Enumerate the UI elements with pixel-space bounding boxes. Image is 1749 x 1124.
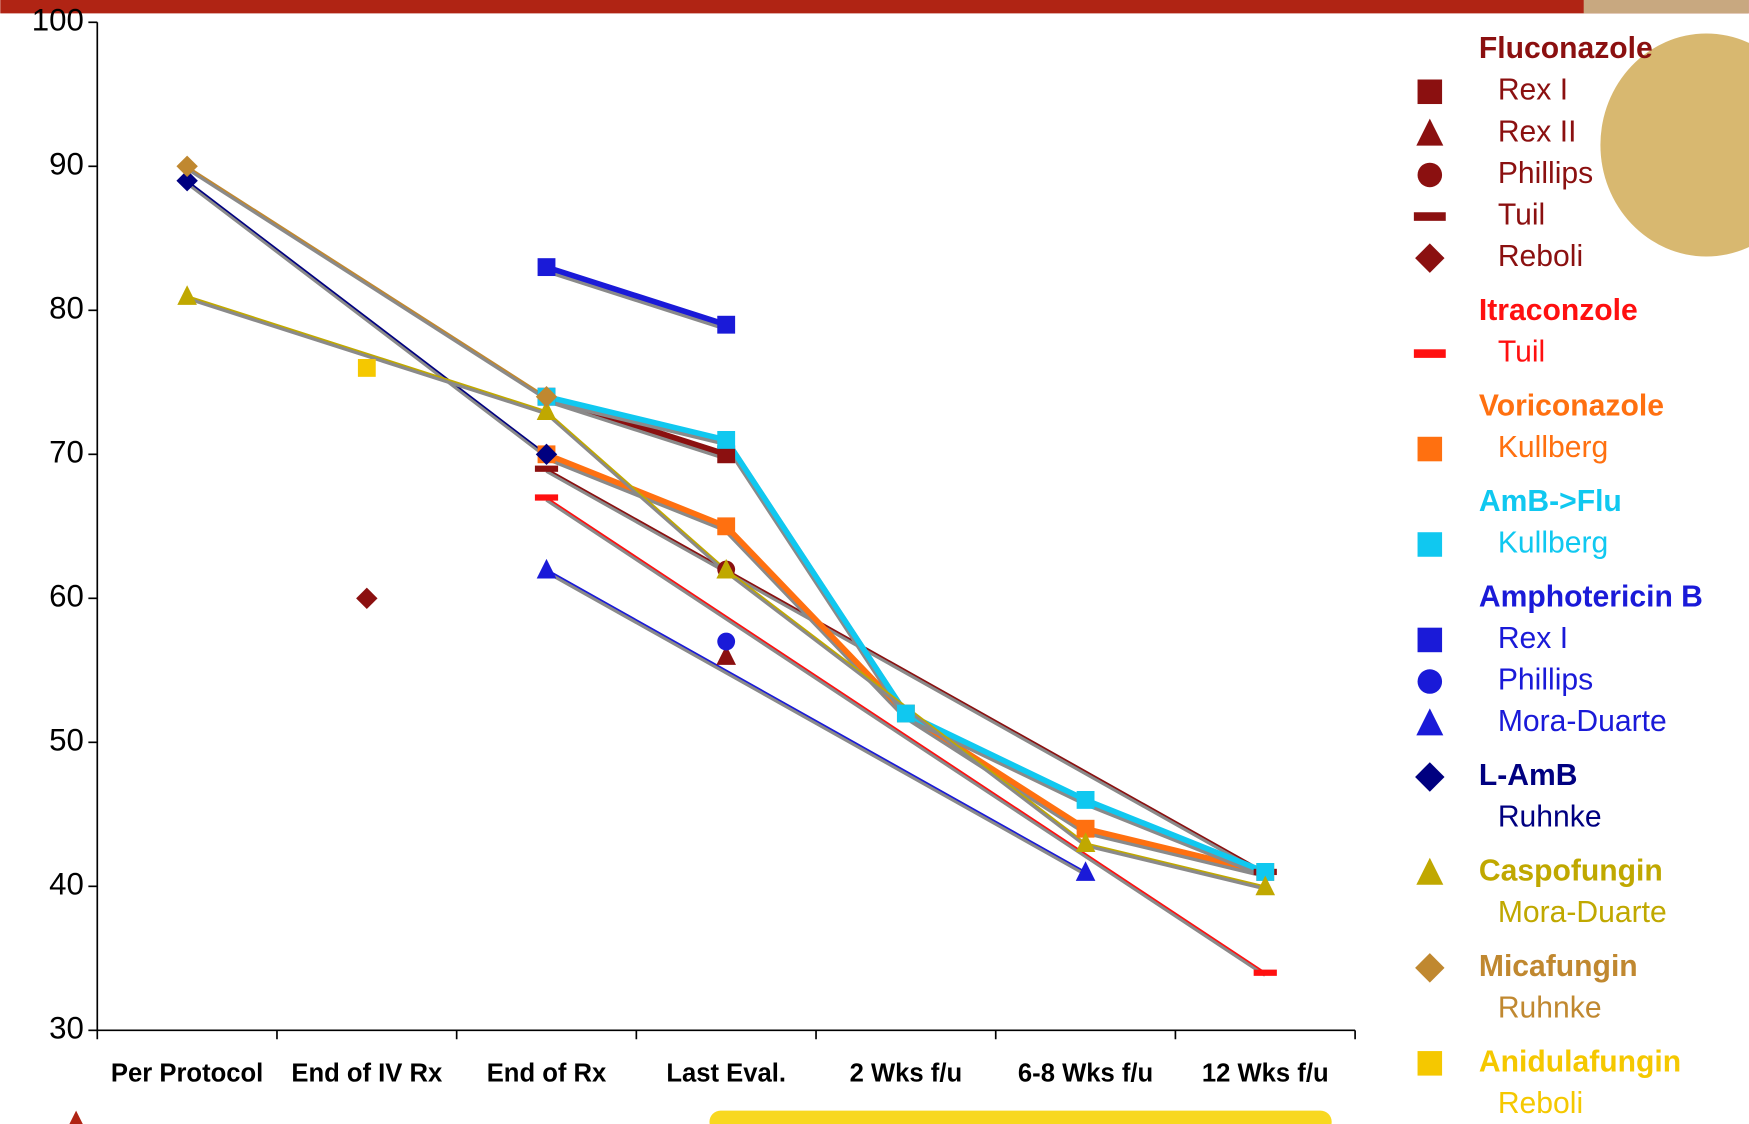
data-point	[535, 494, 558, 500]
y-tick-label: 70	[49, 435, 84, 470]
legend-marker	[1418, 163, 1443, 188]
legend-marker	[1415, 762, 1444, 791]
y-tick-label: 30	[49, 1011, 84, 1046]
data-point	[537, 559, 557, 579]
legend-marker	[1415, 243, 1444, 272]
legend-marker	[1414, 212, 1446, 221]
logo	[69, 1111, 82, 1124]
line-shadow	[187, 298, 1265, 888]
y-tick-label: 50	[49, 723, 84, 758]
x-tick-label: End of Rx	[487, 1060, 607, 1088]
legend-label: Tuil	[1498, 199, 1545, 232]
legend-marker	[1415, 953, 1444, 982]
series-line	[187, 296, 1265, 886]
legend-marker	[1414, 349, 1446, 358]
line-shadow	[187, 183, 546, 457]
legend-group: Amphotericin B	[1479, 580, 1703, 613]
legend-label: Reboli	[1498, 240, 1583, 273]
x-tick-label: 6-8 Wks f/u	[1018, 1060, 1153, 1088]
series-line	[547, 498, 1266, 973]
line-shadow	[547, 399, 1266, 874]
corner-photo-top	[1584, 0, 1749, 13]
top-bar	[0, 0, 1748, 13]
legend-marker	[1418, 437, 1443, 462]
legend-label: Phillips	[1498, 663, 1593, 696]
note-box	[709, 1111, 1331, 1124]
legend-label: Rex II	[1498, 115, 1577, 148]
legend-marker	[1418, 80, 1443, 105]
legend-marker	[1416, 708, 1443, 735]
line-shadow	[547, 500, 1266, 975]
y-tick-label: 40	[49, 867, 84, 902]
legend-label: Tuil	[1498, 336, 1545, 369]
legend-label: Rex I	[1498, 622, 1568, 655]
x-tick-label: Last Eval.	[666, 1060, 786, 1088]
data-point	[717, 316, 735, 334]
corner-photo	[1600, 33, 1749, 256]
data-point	[717, 431, 735, 449]
legend-label: Phillips	[1498, 157, 1593, 190]
x-tick-label: 12 Wks f/u	[1202, 1060, 1329, 1088]
data-point	[717, 517, 735, 535]
legend-group: Voriconazole	[1479, 389, 1664, 422]
legend-group: AmB->Flu	[1479, 485, 1622, 518]
legend-marker	[1418, 1051, 1443, 1076]
series-line	[547, 570, 1086, 872]
series-line	[187, 181, 546, 455]
y-tick-label: 90	[49, 147, 84, 182]
legend-label: Reboli	[1498, 1087, 1583, 1120]
series-line	[547, 469, 1266, 872]
legend-label: Kullberg	[1498, 431, 1608, 464]
legend-label: Mora-Duarte	[1498, 896, 1667, 929]
legend-group: Caspofungin	[1479, 854, 1663, 887]
legend-group: Anidulafungin	[1479, 1045, 1681, 1078]
line-shadow	[547, 471, 1266, 874]
y-tick-label: 80	[49, 291, 84, 326]
legend-marker	[1418, 669, 1443, 694]
legend-marker	[1418, 532, 1443, 557]
data-point	[177, 285, 197, 305]
legend-group: Micafungin	[1479, 950, 1638, 983]
legend-label: Mora-Duarte	[1498, 705, 1667, 738]
x-tick-label: End of IV Rx	[291, 1060, 443, 1088]
x-tick-label: Per Protocol	[111, 1060, 263, 1088]
data-point	[535, 466, 558, 472]
data-point	[538, 258, 556, 276]
data-point	[358, 359, 376, 377]
data-point	[897, 705, 915, 723]
series-line	[547, 267, 727, 325]
y-tick-label: 100	[32, 3, 84, 38]
legend-label: Ruhnke	[1498, 801, 1602, 834]
legend-label: Kullberg	[1498, 526, 1608, 559]
data-point	[356, 588, 377, 609]
legend-marker	[1416, 119, 1443, 146]
data-point	[717, 633, 735, 651]
legend-group: Fluconazole	[1479, 32, 1653, 65]
legend-group: Itraconzole	[1479, 294, 1638, 327]
legend-marker	[1418, 628, 1443, 653]
page: {"chart_data": {"type": "line", "categor…	[0, 0, 1749, 1124]
y-tick-label: 60	[49, 579, 84, 614]
series-line	[547, 454, 1266, 872]
legend-marker	[1416, 858, 1443, 885]
data-point	[1254, 970, 1277, 976]
legend-label: Rex I	[1498, 74, 1568, 107]
chart: 30 40 50 60 70 80 90 100 Per Protocol End of IV R…	[0, 0, 1749, 1124]
data-point	[1077, 791, 1095, 809]
legend-label: Ruhnke	[1498, 991, 1602, 1024]
legend-group: L-AmB	[1479, 759, 1578, 792]
x-tick-label: 2 Wks f/u	[850, 1060, 963, 1088]
